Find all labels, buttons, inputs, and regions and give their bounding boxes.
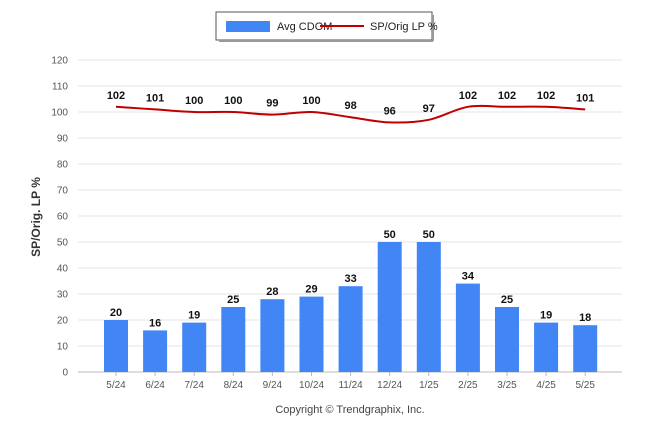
copyright-text: Copyright © Trendgraphix, Inc. <box>275 404 424 416</box>
x-tick-label: 2/25 <box>458 380 478 391</box>
y-tick-label: 40 <box>57 264 69 275</box>
x-tick-label: 11/24 <box>338 380 363 391</box>
line-value-label: 100 <box>224 95 242 107</box>
y-axis-label: SP/Orig. LP % <box>29 177 43 257</box>
legend-label-sp-orig-lp: SP/Orig LP % <box>370 21 438 33</box>
x-tick-label: 7/24 <box>184 380 204 391</box>
line-value-label: 102 <box>537 90 555 102</box>
bar-value-label: 25 <box>501 294 513 306</box>
x-tick-label: 10/24 <box>299 380 324 391</box>
bar-data-labels: 20 16 19 25 28 29 33 50 50 34 25 19 18 <box>110 229 591 329</box>
line-series-sp-orig-lp <box>115 104 586 124</box>
legend-label-avg-cdom: Avg CDOM <box>277 21 332 33</box>
bar-value-label: 29 <box>305 284 317 296</box>
bar-value-label: 20 <box>110 307 122 319</box>
y-tick-label: 120 <box>51 56 68 67</box>
x-tick-label: 5/25 <box>575 380 595 391</box>
bar-value-label: 33 <box>344 273 356 285</box>
bar <box>573 325 598 372</box>
bar <box>299 296 324 372</box>
y-tick-label: 0 <box>62 368 68 379</box>
bar <box>377 242 402 372</box>
y-tick-label: 80 <box>57 160 69 171</box>
x-tick-label: 9/24 <box>263 380 283 391</box>
bar <box>455 283 480 372</box>
y-tick-label: 100 <box>51 108 68 119</box>
y-tick-label: 70 <box>57 186 69 197</box>
line-value-label: 98 <box>344 100 356 112</box>
line-value-label: 100 <box>185 95 203 107</box>
y-tick-label: 30 <box>57 290 69 301</box>
bar-value-label: 28 <box>266 286 278 298</box>
line-value-label: 96 <box>384 105 396 117</box>
line-value-label: 99 <box>266 98 278 110</box>
y-tick-label: 60 <box>57 212 69 223</box>
y-tick-label: 20 <box>57 316 69 327</box>
bar-value-label: 50 <box>423 229 435 241</box>
bar <box>416 242 441 372</box>
x-tick-label: 8/24 <box>224 380 244 391</box>
x-tick-label: 6/24 <box>145 380 165 391</box>
line-path <box>115 104 586 124</box>
line-value-label: 101 <box>576 92 594 104</box>
bar-value-label: 18 <box>579 312 591 324</box>
bar-series-avg-cdom <box>104 242 598 372</box>
grid-lines <box>78 59 622 373</box>
y-tick-label: 10 <box>57 342 69 353</box>
y-tick-label: 110 <box>52 82 68 93</box>
y-tick-label: 90 <box>57 134 69 145</box>
line-value-label: 100 <box>302 95 320 107</box>
bar <box>495 307 519 372</box>
bar <box>260 299 285 372</box>
line-value-label: 102 <box>459 90 477 102</box>
line-value-label: 97 <box>423 103 435 115</box>
x-tick-label: 3/25 <box>497 380 517 391</box>
bar-value-label: 50 <box>384 229 396 241</box>
x-tick-label: 5/24 <box>106 380 126 391</box>
bar <box>182 322 207 372</box>
bar <box>143 330 168 372</box>
line-data-labels: 102 101 100 100 99 100 98 96 97 102 102 102 101 <box>107 90 595 118</box>
x-tick-label: 12/24 <box>377 380 402 391</box>
y-axis-ticks: 0 10 20 30 40 50 60 70 80 90 100 110 120 <box>51 56 68 379</box>
bar <box>338 286 363 372</box>
line-value-label: 102 <box>498 90 516 102</box>
legend-swatch-avg-cdom <box>226 21 270 32</box>
line-value-label: 102 <box>107 90 125 102</box>
bar-value-label: 34 <box>462 271 475 283</box>
bar <box>534 322 559 372</box>
y-tick-label: 50 <box>57 238 69 249</box>
x-tick-label: 1/25 <box>419 380 439 391</box>
bar <box>104 320 128 372</box>
x-axis-ticks: 5/24 6/24 7/24 8/24 9/24 10/24 11/24 12/24 1/25 2… <box>106 372 595 391</box>
bar-value-label: 19 <box>188 310 200 322</box>
bar-value-label: 16 <box>149 317 161 329</box>
bar <box>221 307 246 372</box>
bar-value-label: 25 <box>227 294 239 306</box>
x-tick-label: 4/25 <box>536 380 556 391</box>
legend: Avg CDOM SP/Orig LP % <box>215 11 438 42</box>
line-value-label: 101 <box>146 92 164 104</box>
bar-value-label: 19 <box>540 310 552 322</box>
